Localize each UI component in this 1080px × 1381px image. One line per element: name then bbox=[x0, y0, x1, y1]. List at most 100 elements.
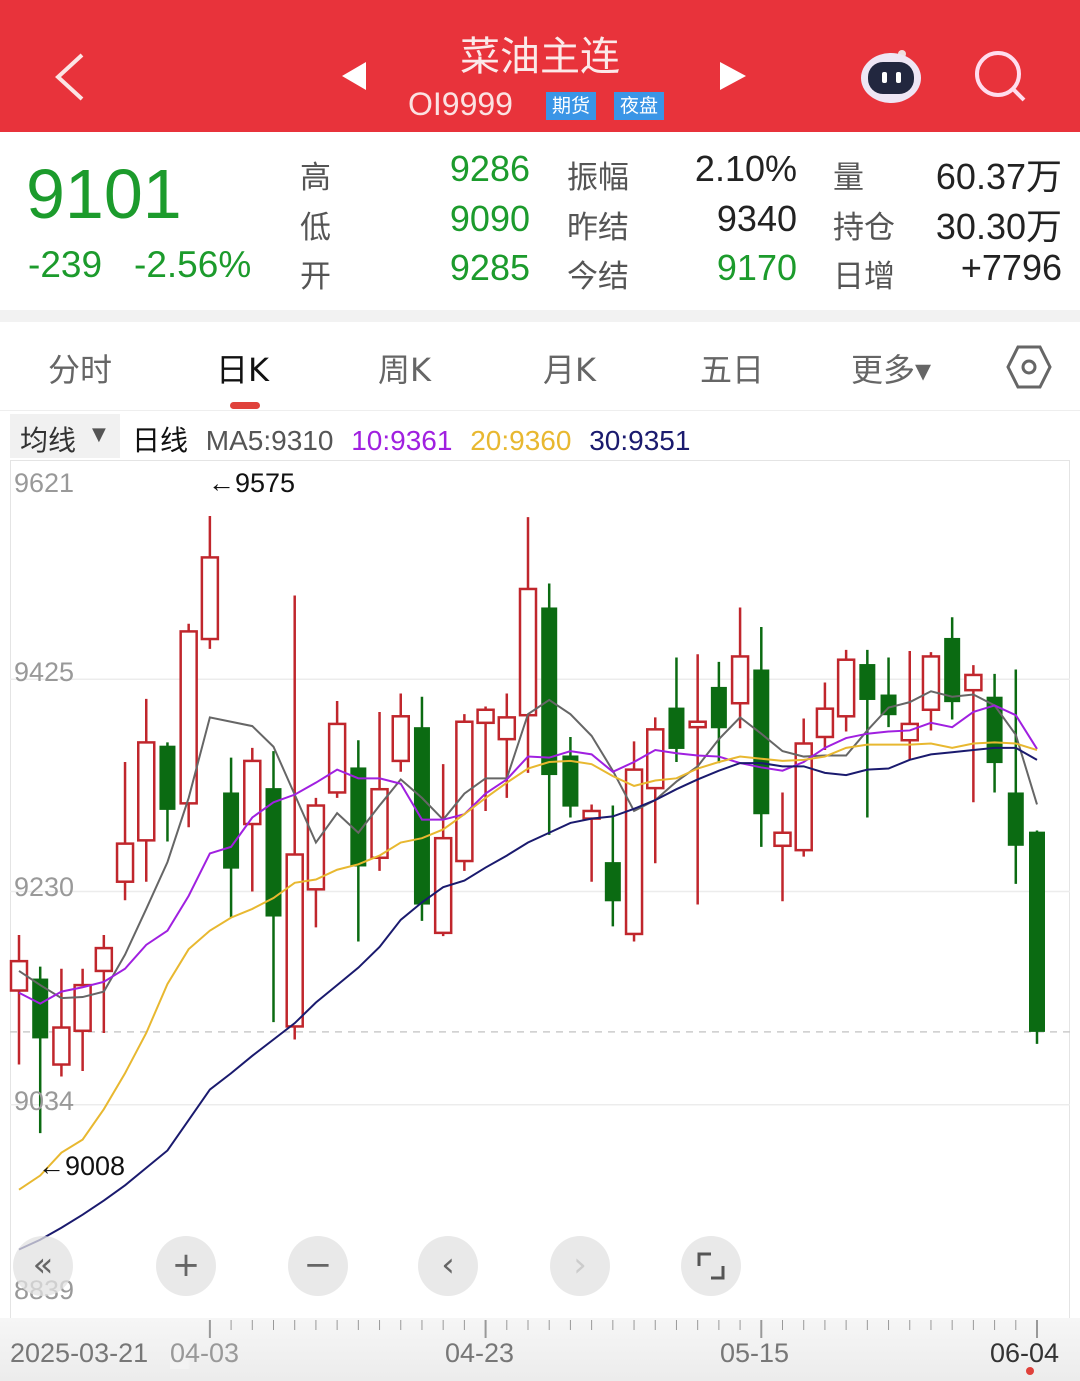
candle-body bbox=[710, 686, 727, 729]
zoom-out-button[interactable]: − bbox=[288, 1236, 348, 1296]
ma-selector[interactable]: 均线 ▼ bbox=[10, 414, 120, 458]
candle-body bbox=[350, 767, 367, 867]
date-label: 06-04 bbox=[990, 1338, 1060, 1368]
candle-body bbox=[73, 983, 92, 1033]
search-icon[interactable] bbox=[972, 48, 1028, 104]
date-label: 2025-03-21 bbox=[10, 1338, 149, 1368]
candle-body bbox=[604, 862, 621, 902]
candle-body bbox=[327, 722, 347, 794]
daily-change-label: 日增 bbox=[833, 259, 895, 295]
chevron-left-icon: ‹ bbox=[441, 1245, 455, 1285]
high-label: 高 bbox=[300, 160, 331, 196]
y-tick-label: 9230 bbox=[14, 872, 75, 902]
chevron-right-icon: › bbox=[573, 1245, 587, 1285]
ma30-line bbox=[18, 746, 1038, 1251]
open-interest-value: 30.30万 bbox=[935, 206, 1062, 247]
tab-more[interactable]: 更多▾ bbox=[851, 351, 932, 389]
next-triangle-icon[interactable] bbox=[718, 60, 748, 92]
tab-weekly-k[interactable]: 周K bbox=[378, 351, 431, 389]
candle-body bbox=[668, 707, 685, 749]
fullscreen-icon bbox=[697, 1252, 725, 1280]
candle-body bbox=[200, 556, 220, 641]
candle-body bbox=[32, 978, 49, 1039]
minus-icon: − bbox=[303, 1245, 333, 1285]
candle-body bbox=[944, 637, 961, 703]
candle-body bbox=[986, 696, 1003, 764]
daily-change-value: +7796 bbox=[960, 247, 1062, 288]
amplitude-label: 振幅 bbox=[567, 160, 629, 196]
zoom-in-button[interactable]: + bbox=[156, 1236, 216, 1296]
back-chevron-icon[interactable] bbox=[52, 52, 86, 102]
candle-body bbox=[1007, 792, 1024, 846]
today-settle-value: 9170 bbox=[716, 247, 797, 288]
candle-body bbox=[773, 831, 792, 848]
ma30-value: 30:9351 bbox=[589, 425, 691, 456]
low-label: 低 bbox=[300, 210, 331, 246]
candle-body bbox=[794, 742, 813, 852]
price-change-pct: -2.56% bbox=[134, 244, 252, 285]
tab-five-day[interactable]: 五日 bbox=[700, 351, 765, 389]
prev-settle-label: 昨结 bbox=[567, 210, 629, 246]
candle-body bbox=[964, 673, 983, 692]
volume-label: 量 bbox=[833, 160, 864, 196]
candle-body bbox=[497, 716, 517, 741]
candle-body bbox=[541, 607, 558, 776]
divider bbox=[0, 410, 1080, 411]
last-price: 9101 bbox=[26, 155, 182, 233]
candle-body bbox=[265, 788, 282, 917]
y-tick-label: 9425 bbox=[14, 657, 75, 687]
candle-body bbox=[880, 694, 897, 716]
double-chevron-left-icon: « bbox=[32, 1245, 54, 1285]
low-value: 9090 bbox=[449, 198, 530, 239]
candle-body bbox=[624, 768, 644, 936]
candle-body bbox=[646, 728, 665, 790]
candle-body bbox=[730, 655, 750, 705]
ma5-value: MA5:9310 bbox=[205, 425, 334, 456]
ma5-line bbox=[18, 690, 1038, 1000]
candle-body bbox=[476, 708, 495, 725]
candle-body bbox=[921, 655, 941, 712]
candle-body bbox=[52, 1026, 71, 1066]
ma10-value: 10:9361 bbox=[351, 425, 453, 456]
candle-body bbox=[285, 853, 304, 1028]
candle-body bbox=[753, 669, 770, 815]
tab-intraday[interactable]: 分时 bbox=[48, 351, 113, 389]
high-value: 9286 bbox=[449, 148, 530, 189]
active-tab-indicator bbox=[230, 402, 260, 409]
candle-body bbox=[391, 715, 410, 763]
price-change: -239 bbox=[28, 244, 103, 285]
candle-body bbox=[900, 722, 919, 742]
date-label: 04-03 bbox=[170, 1338, 240, 1369]
ma20-value: 20:9360 bbox=[470, 425, 572, 456]
prev-triangle-icon[interactable] bbox=[340, 60, 368, 92]
candle-body bbox=[688, 720, 707, 729]
app-header: 菜油主连 OI9999 期货 夜盘 bbox=[0, 0, 1080, 132]
tab-monthly-k[interactable]: 月K bbox=[543, 351, 596, 389]
contract-code: OI9999 bbox=[408, 86, 513, 122]
pan-left-button[interactable]: ‹ bbox=[418, 1236, 478, 1296]
ma20-line bbox=[18, 741, 1038, 1191]
open-interest-label: 持仓 bbox=[833, 210, 895, 246]
candle-body bbox=[179, 630, 198, 805]
candle-body bbox=[518, 587, 538, 717]
fullscreen-button[interactable] bbox=[681, 1236, 741, 1296]
plus-icon: + bbox=[171, 1245, 201, 1285]
candle-body bbox=[94, 946, 114, 973]
page-title: 菜油主连 bbox=[460, 34, 620, 80]
quote-panel: 9101 -239 -2.56% 高 低 开 9286 9090 9285 振幅… bbox=[0, 132, 1080, 310]
settings-hexagon-icon[interactable] bbox=[1006, 344, 1052, 390]
collapse-button[interactable]: « bbox=[13, 1236, 73, 1296]
robot-assistant-icon[interactable] bbox=[858, 44, 924, 106]
ma-selector-label: 均线 bbox=[20, 424, 77, 457]
candle-body bbox=[370, 787, 389, 860]
ma10-line bbox=[18, 704, 1038, 1005]
date-axis-ticks bbox=[208, 1320, 1038, 1338]
kline-chart-frame[interactable] bbox=[10, 460, 1070, 1318]
pan-right-button[interactable]: › bbox=[550, 1236, 610, 1296]
tab-daily-k[interactable]: 日K bbox=[216, 351, 269, 389]
night-session-tag: 夜盘 bbox=[614, 92, 665, 120]
candle-body bbox=[1029, 831, 1045, 1032]
date-label: 05-15 bbox=[720, 1338, 790, 1368]
candle-body bbox=[413, 727, 430, 905]
